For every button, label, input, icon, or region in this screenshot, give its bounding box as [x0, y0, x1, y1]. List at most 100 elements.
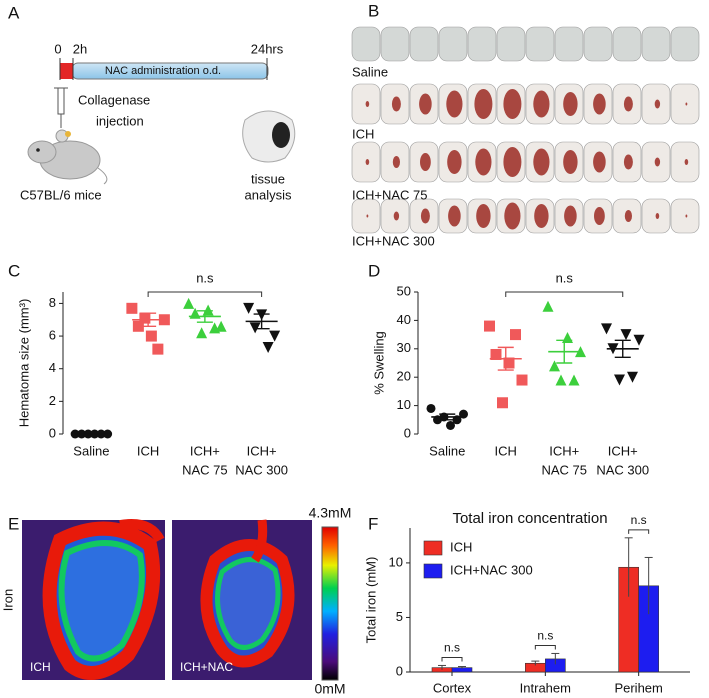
significance-label: n.s [631, 513, 647, 527]
lesion [594, 207, 605, 225]
data-point [490, 348, 502, 360]
data-point [262, 341, 274, 353]
y-tick-label: 8 [49, 295, 56, 310]
data-point [152, 343, 164, 355]
slice [670, 26, 700, 62]
y-axis-label: Total iron (mM) [363, 557, 378, 644]
injection-label: Collagenase [78, 92, 150, 107]
lesion [504, 202, 521, 230]
data-point [215, 320, 227, 332]
x-tick-label: Perihem [614, 680, 662, 695]
timeline: 0 2h 24hrs NAC administration o.d. Colla… [20, 41, 296, 202]
y-tick-label: 4 [49, 360, 56, 375]
analysis-label: tissue [251, 171, 285, 186]
panel-label: E [8, 514, 19, 533]
data-point [484, 320, 495, 332]
lesion [593, 151, 606, 173]
significance-bracket [505, 291, 624, 297]
significance-label: n.s [196, 270, 214, 285]
data-point [555, 374, 567, 386]
axis-label: Iron [0, 589, 15, 611]
y-tick-label: 0 [49, 425, 56, 440]
data-point [196, 327, 208, 339]
data-point [568, 374, 580, 386]
lesion [654, 99, 661, 109]
lesion [533, 148, 550, 176]
significance-bracket [534, 644, 556, 650]
lesion [475, 148, 492, 176]
y-axis-label: % Swelling [371, 331, 386, 395]
panel-label: B [368, 1, 379, 20]
chart-title: Total iron concentration [452, 510, 607, 527]
data-point [601, 323, 612, 335]
lesion [563, 150, 578, 174]
x-tick-label: Saline [73, 443, 109, 458]
x-tick-label: ICH [137, 443, 159, 458]
row-label: ICH [352, 126, 374, 141]
data-point [497, 397, 508, 409]
legend-swatch [423, 563, 443, 579]
slice [554, 26, 584, 62]
slice [409, 26, 439, 62]
lesion [685, 102, 688, 106]
x-tick-label: ICH+ [247, 443, 277, 458]
data-point [158, 314, 170, 326]
lesion [392, 156, 400, 168]
brain-icon [242, 110, 296, 163]
y-tick-label: 20 [397, 369, 411, 384]
x-tick-label: NAC 300 [235, 462, 288, 477]
legend-label: ICH [450, 539, 472, 554]
brain-slices [351, 26, 700, 234]
slice [670, 198, 700, 234]
data-point [426, 403, 436, 413]
lesion [420, 208, 430, 224]
slice [380, 26, 410, 62]
legend-label: ICH+NAC 300 [450, 562, 533, 577]
x-tick-label: Cortex [433, 680, 472, 695]
lesion [563, 92, 578, 116]
lesion [366, 214, 369, 218]
colorbar-min: 0mM [314, 681, 345, 697]
lesion [655, 213, 660, 219]
data-point [446, 420, 455, 430]
syringe [54, 87, 68, 128]
image-label: ICH+NAC [180, 660, 233, 674]
lesion [623, 96, 633, 112]
data-point [627, 371, 638, 383]
data-point [575, 346, 586, 358]
ich-bar [60, 63, 73, 79]
time-label: 0 [54, 41, 61, 56]
slice [351, 26, 381, 62]
iron-map: ICH [22, 519, 165, 680]
data-point [249, 322, 261, 334]
y-tick-label: 50 [397, 283, 411, 298]
mouse [27, 129, 108, 185]
significance-bracket [441, 656, 463, 662]
panel-label: C [8, 261, 20, 280]
lesion [391, 96, 401, 112]
x-tick-label: ICH+ [190, 443, 220, 458]
data-point [243, 302, 255, 314]
lesion [534, 204, 549, 228]
animal-label: C57BL/6 mice [20, 187, 102, 202]
data-point [549, 360, 560, 372]
significance-bracket [147, 291, 263, 297]
data-point [510, 329, 521, 341]
slice [641, 26, 671, 62]
x-tick-label: NAC 75 [182, 462, 228, 477]
y-tick-label: 30 [397, 340, 411, 355]
lesion [623, 154, 633, 170]
lesion [393, 211, 400, 221]
row-label: ICH+NAC 300 [352, 233, 435, 248]
x-tick-label: ICH [495, 443, 517, 458]
lesion [365, 101, 370, 107]
iron-map: ICH+NAC [172, 519, 312, 680]
y-tick-label: 2 [49, 393, 56, 408]
data-point [139, 312, 151, 324]
data-point [516, 374, 528, 386]
lesion [624, 210, 633, 222]
lesion [476, 204, 491, 228]
lesion [533, 90, 550, 118]
lesion [564, 205, 577, 227]
